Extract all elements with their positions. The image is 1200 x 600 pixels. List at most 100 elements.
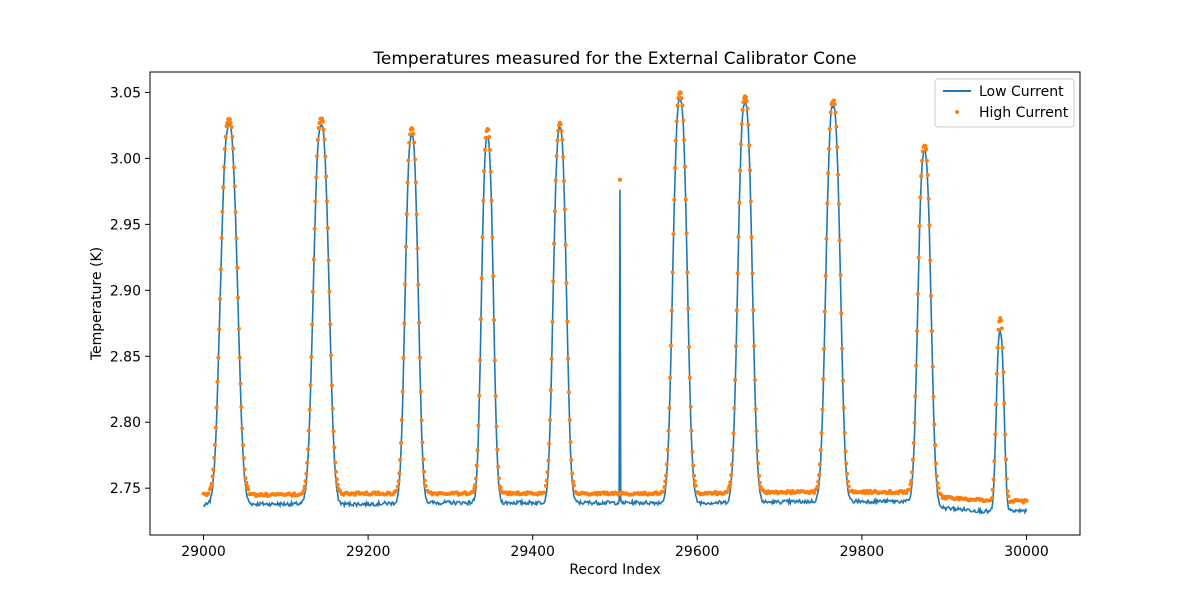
y-tick-label: 2.90 — [110, 283, 141, 299]
high-current-point — [245, 484, 250, 489]
high-current-point — [918, 195, 923, 200]
high-current-point — [553, 178, 558, 183]
high-current-point — [919, 158, 924, 163]
high-current-point — [402, 321, 407, 326]
high-current-point — [416, 282, 421, 287]
high-current-point — [315, 154, 320, 159]
high-current-point — [329, 353, 334, 358]
high-current-point — [208, 485, 213, 490]
high-current-point — [996, 327, 1001, 332]
high-current-point — [692, 473, 697, 478]
y-tick-label: 2.95 — [110, 217, 141, 233]
high-current-point — [230, 134, 235, 139]
high-current-point — [210, 474, 215, 479]
high-current-point — [412, 140, 417, 145]
high-current-point — [730, 448, 735, 453]
high-current-point — [915, 329, 920, 334]
high-current-point — [212, 455, 217, 460]
high-current-point — [477, 393, 482, 398]
high-current-point — [487, 148, 492, 153]
high-current-point — [413, 157, 418, 162]
high-current-point — [733, 344, 738, 349]
high-current-point — [211, 467, 216, 472]
y-tick-label: 2.75 — [110, 481, 141, 497]
high-current-point — [482, 147, 487, 152]
high-current-point — [936, 486, 941, 491]
high-current-point — [324, 174, 329, 179]
high-current-point — [476, 423, 481, 428]
high-current-point — [399, 417, 404, 422]
high-current-point — [422, 478, 427, 483]
high-current-point — [547, 441, 552, 446]
high-current-point — [217, 327, 222, 332]
high-current-point — [938, 492, 943, 497]
high-current-point — [546, 458, 551, 463]
high-current-point — [1024, 498, 1029, 503]
high-current-point — [321, 127, 326, 132]
high-current-point — [822, 346, 827, 351]
high-current-point — [317, 121, 322, 126]
high-current-point — [926, 196, 931, 201]
high-current-point — [826, 146, 831, 151]
high-current-point — [739, 122, 744, 127]
high-current-point — [403, 244, 408, 249]
high-current-point — [817, 473, 822, 478]
high-current-point — [397, 471, 402, 476]
high-current-point — [220, 209, 225, 214]
high-current-point — [819, 430, 824, 435]
high-current-point — [571, 479, 576, 484]
high-current-point — [735, 271, 740, 276]
high-current-point — [747, 168, 752, 173]
high-current-point — [566, 390, 571, 395]
high-current-point — [242, 467, 247, 472]
high-current-point — [756, 461, 761, 466]
high-current-point — [1006, 494, 1011, 499]
high-current-point — [206, 491, 211, 496]
high-current-point — [561, 154, 566, 159]
high-current-point — [687, 375, 692, 380]
high-current-point — [489, 198, 494, 203]
high-current-point — [398, 457, 403, 462]
high-current-point — [325, 225, 330, 230]
high-current-point — [478, 358, 483, 363]
high-current-point — [828, 110, 833, 115]
high-current-point — [748, 199, 753, 204]
high-current-point — [475, 448, 480, 453]
high-current-point — [323, 154, 328, 159]
high-current-point — [931, 394, 936, 399]
high-current-point — [693, 483, 698, 488]
high-current-point — [218, 267, 223, 272]
high-current-point — [831, 98, 836, 103]
high-current-point — [486, 127, 491, 132]
high-current-point — [564, 280, 569, 285]
high-current-point — [561, 178, 566, 183]
high-current-point — [548, 388, 553, 393]
high-current-point — [482, 169, 487, 174]
high-current-point — [817, 462, 822, 467]
high-current-point — [478, 317, 483, 322]
high-current-point — [492, 358, 497, 363]
high-current-point — [823, 273, 828, 278]
high-current-point — [571, 483, 576, 488]
high-current-point — [236, 295, 241, 300]
high-current-point — [999, 326, 1004, 331]
high-current-point — [405, 180, 410, 185]
high-current-point — [673, 166, 678, 171]
high-current-point — [234, 236, 239, 241]
high-current-point — [749, 235, 754, 240]
high-current-point — [923, 143, 928, 148]
high-current-point — [676, 95, 681, 100]
chart-title: Temperatures measured for the External C… — [372, 49, 856, 69]
high-current-point — [680, 103, 685, 108]
high-current-point — [241, 456, 246, 461]
high-current-point — [747, 143, 752, 148]
high-current-point — [724, 490, 729, 494]
high-current-point — [744, 98, 749, 103]
high-current-point — [729, 473, 734, 478]
high-current-point — [845, 479, 850, 484]
high-current-point — [335, 482, 340, 487]
high-current-point — [1003, 432, 1008, 437]
high-current-point — [683, 197, 688, 202]
y-tick-label: 2.85 — [110, 349, 141, 365]
high-current-point — [682, 137, 687, 142]
